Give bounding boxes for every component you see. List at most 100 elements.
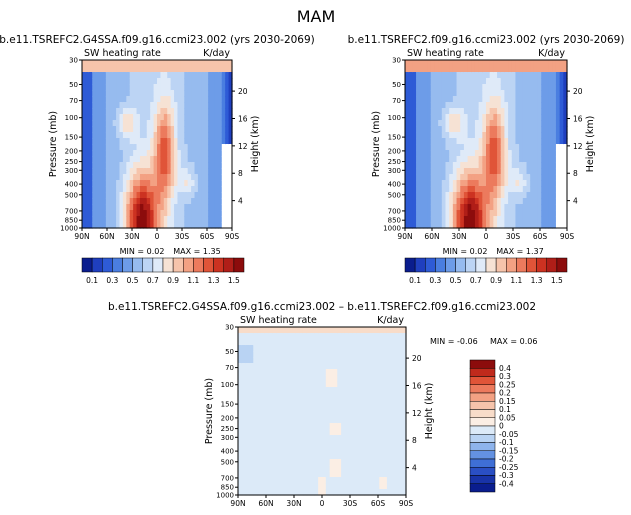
field-cell: [122, 174, 127, 181]
field-cell: [412, 132, 417, 139]
colorbar-swatch: [469, 483, 496, 493]
field-cell: [412, 84, 417, 91]
field-cell: [82, 84, 87, 91]
field-cell: [364, 375, 369, 382]
y-tick-label: 200: [221, 414, 234, 422]
field-cell: [412, 102, 417, 109]
field-cell: [82, 96, 87, 103]
field-cell: [253, 327, 258, 334]
field-cell: [526, 204, 531, 211]
field-cell: [356, 483, 361, 490]
field-cell: [463, 66, 469, 73]
field-cell: [390, 345, 396, 352]
field-cell: [427, 144, 432, 151]
field-cell: [356, 471, 361, 478]
field-cell: [438, 174, 443, 181]
field-cell: [423, 210, 428, 217]
field-cell: [402, 489, 407, 496]
field-cell: [208, 132, 213, 139]
field-cell: [201, 186, 206, 193]
y-right-tick-label: 12: [238, 142, 248, 151]
field-cell: [253, 357, 258, 364]
field-cell: [500, 90, 506, 97]
field-cell: [511, 162, 517, 169]
field-cell: [116, 60, 121, 67]
field-cell: [82, 198, 87, 205]
field-cell: [434, 108, 439, 115]
field-cell: [238, 471, 243, 478]
field-cell: [449, 156, 454, 163]
field-cell: [416, 156, 421, 163]
field-cell: [249, 411, 254, 418]
field-cell: [228, 102, 233, 109]
field-cell: [133, 102, 138, 109]
field-cell: [180, 138, 185, 145]
field-cell: [555, 192, 561, 199]
field-cell: [445, 102, 450, 109]
field-cell: [318, 447, 323, 454]
field-cell: [257, 423, 262, 430]
field-cell: [522, 198, 528, 205]
field-cell: [449, 120, 454, 127]
field-cell: [184, 126, 189, 133]
field-cell: [276, 351, 281, 358]
field-cell: [402, 399, 407, 406]
field-cell: [329, 351, 335, 358]
field-cell: [280, 489, 285, 496]
field-cell: [430, 72, 436, 79]
field-cell: [105, 144, 110, 151]
field-cell: [482, 78, 487, 85]
field-cell: [489, 144, 494, 151]
field-cell: [280, 483, 285, 490]
field-cell: [541, 102, 546, 109]
field-cell: [325, 435, 331, 442]
field-cell: [360, 345, 365, 352]
field-cell: [371, 399, 377, 406]
field-cell: [526, 168, 531, 175]
field-cell: [129, 138, 134, 145]
field-cell: [471, 186, 476, 193]
field-cell: [449, 168, 454, 175]
field-cell: [423, 186, 428, 193]
field-cell: [360, 411, 365, 418]
field-cell: [519, 120, 524, 127]
field-cell: [249, 417, 254, 424]
field-cell: [133, 210, 138, 217]
field-cell: [157, 66, 162, 73]
field-cell: [167, 126, 172, 133]
field-cell: [314, 465, 319, 472]
colorbar-label: 1.5: [228, 276, 240, 285]
field-cell: [306, 393, 312, 400]
field-cell: [341, 435, 346, 442]
field-cell: [283, 429, 289, 436]
field-cell: [119, 114, 124, 121]
field-cell: [221, 126, 226, 133]
field-cell: [322, 411, 327, 418]
field-cell: [109, 204, 114, 211]
field-cell: [174, 96, 179, 103]
field-cell: [160, 174, 165, 181]
field-cell: [306, 471, 312, 478]
field-cell: [109, 84, 114, 91]
field-cell: [167, 108, 172, 115]
field-cell: [438, 96, 443, 103]
field-cell: [160, 90, 165, 97]
field-cell: [364, 399, 369, 406]
field-cell: [511, 204, 517, 211]
field-cell: [167, 180, 172, 187]
field-cell: [85, 90, 90, 97]
field-cell: [493, 66, 498, 73]
field-cell: [287, 423, 293, 430]
field-cell: [478, 78, 483, 85]
field-cell: [170, 108, 175, 115]
field-cell: [515, 180, 520, 187]
field-cell: [280, 375, 285, 382]
field-cell: [419, 66, 425, 73]
field-cell: [299, 429, 304, 436]
field-cell: [412, 90, 417, 97]
field-cell: [352, 399, 357, 406]
colorbar-swatch: [516, 257, 527, 273]
field-cell: [201, 60, 206, 67]
field-cell: [467, 78, 472, 85]
colorbar-swatch: [223, 257, 235, 273]
